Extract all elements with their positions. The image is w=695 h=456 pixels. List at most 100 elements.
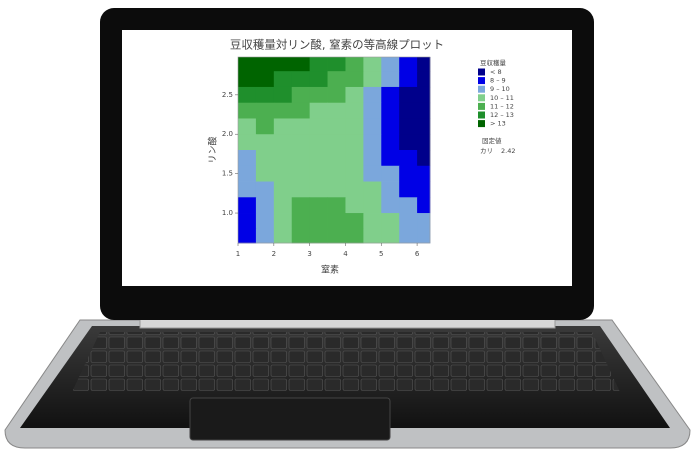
contour-cell [291, 228, 311, 244]
contour-cell [417, 134, 431, 151]
contour-cell [238, 71, 257, 88]
contour-cell [238, 150, 257, 167]
contour-cell [381, 181, 400, 198]
contour-cell [417, 86, 431, 104]
contour-cell [309, 57, 328, 72]
x-tick-label: 6 [415, 250, 420, 258]
contour-cell [238, 57, 257, 72]
contour-cell [381, 134, 400, 151]
laptop-body [4, 8, 691, 449]
contour-cell [291, 57, 311, 72]
contour-cell [327, 197, 346, 214]
y-tick-label: 2.0 [222, 130, 233, 138]
contour-cell [327, 86, 346, 104]
contour-cell [363, 213, 382, 230]
x-tick-label: 5 [379, 250, 383, 258]
contour-cell [309, 213, 328, 230]
y-tick-label: 1.0 [222, 209, 233, 217]
legend-label: 8 – 9 [490, 77, 506, 85]
legend-swatch [478, 94, 485, 102]
contour-cell [273, 102, 293, 119]
contour-cell [417, 71, 431, 88]
contour-cell [309, 118, 328, 135]
x-tick-label: 4 [343, 250, 348, 258]
contour-cell [273, 165, 293, 182]
contour-cell [399, 86, 418, 104]
contour-cell [345, 197, 364, 214]
contour-cell [309, 228, 328, 244]
contour-cell [399, 165, 418, 182]
contour-cell [327, 150, 346, 167]
held-name: カリ [480, 147, 493, 155]
contour-cell [363, 228, 382, 244]
legend-swatch [478, 85, 485, 93]
contour-cell [309, 71, 328, 88]
x-tick-label: 1 [236, 250, 240, 258]
contour-cell [255, 165, 275, 182]
contour-cell [327, 228, 346, 244]
contour-cell [327, 102, 346, 119]
contour-cell [345, 86, 364, 104]
contour-cell [399, 57, 418, 72]
contour-cell [345, 213, 364, 230]
contour-cell [399, 102, 418, 119]
y-tick-label: 1.5 [222, 170, 233, 178]
plot-frame [237, 56, 431, 244]
contour-cell [238, 213, 257, 230]
contour-cell [327, 134, 346, 151]
contour-cell [255, 102, 275, 119]
contour-cell [363, 118, 382, 135]
contour-cell [238, 197, 257, 214]
contour-cell [345, 102, 364, 119]
contour-cell [327, 181, 346, 198]
held-title: 固定値 [482, 136, 502, 145]
contour-cell [327, 213, 346, 230]
contour-cell [399, 150, 418, 167]
contour-cell [363, 57, 382, 72]
legend-swatch [478, 77, 485, 85]
contour-cell [309, 134, 328, 151]
contour-cell [238, 86, 257, 104]
contour-cell [417, 150, 431, 167]
contour-cell [363, 71, 382, 88]
contour-cell [238, 102, 257, 119]
contour-cell [363, 181, 382, 198]
contour-cell [417, 57, 431, 72]
contour-cell [273, 181, 293, 198]
contour-cell [291, 197, 311, 214]
contour-cell [399, 228, 418, 244]
contour-cell [238, 134, 257, 151]
contour-cell [363, 165, 382, 182]
contour-cell [273, 71, 293, 88]
y-tick-label: 2.5 [222, 91, 233, 99]
contour-cell [255, 228, 275, 244]
contour-cell [345, 134, 364, 151]
contour-cell [255, 57, 275, 72]
contour-cell [238, 118, 257, 135]
contour-cell [381, 213, 400, 230]
contour-cell [309, 165, 328, 182]
contour-cell [327, 118, 346, 135]
contour-cell [291, 134, 311, 151]
contour-cell [238, 165, 257, 182]
legend-label: 9 – 10 [490, 85, 510, 93]
contour-cell [327, 71, 346, 88]
contour-cell [381, 150, 400, 167]
contour-cell [345, 118, 364, 135]
contour-cell [291, 213, 311, 230]
contour-cell [381, 118, 400, 135]
contour-cell [273, 57, 293, 72]
contour-cell [309, 181, 328, 198]
legend-title: 豆収穫量 [480, 58, 507, 67]
contour-cell [417, 165, 431, 182]
contour-cell [327, 57, 346, 72]
contour-cell [381, 228, 400, 244]
contour-cell [399, 197, 418, 214]
contour-cell [273, 118, 293, 135]
contour-cell [417, 181, 431, 198]
contour-cell [309, 102, 328, 119]
contour-cell [291, 102, 311, 119]
contour-cell [255, 134, 275, 151]
contour-cell [345, 228, 364, 244]
contour-cell [399, 118, 418, 135]
